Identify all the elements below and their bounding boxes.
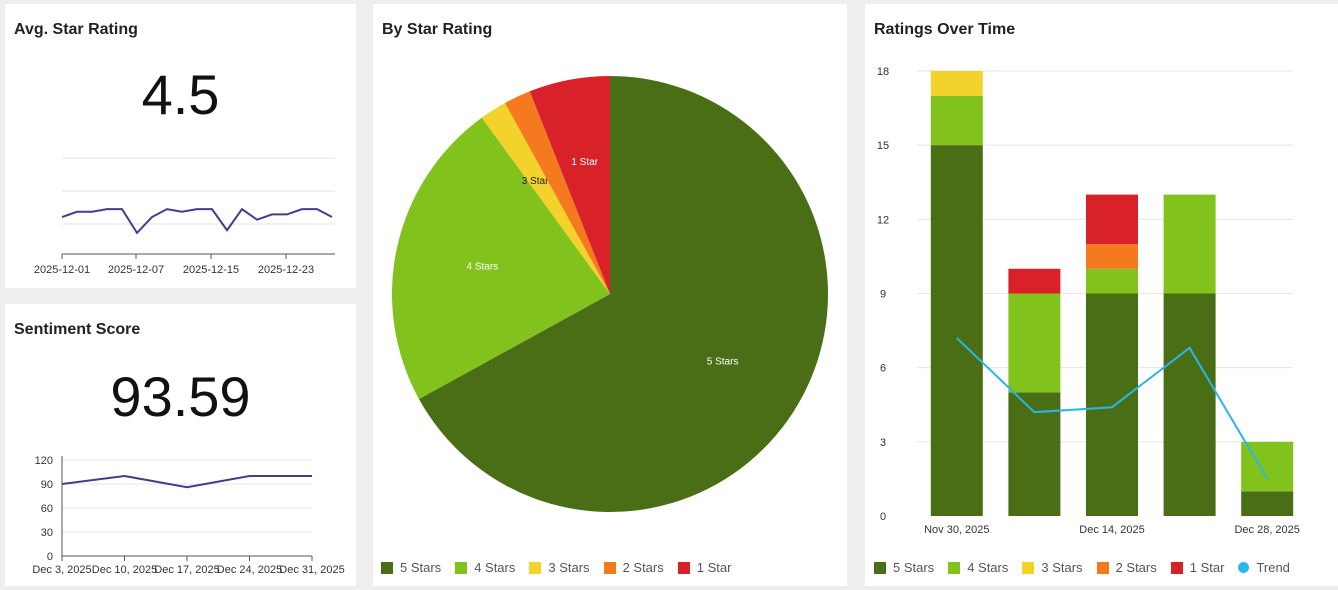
bar-segment-3-stars [930, 71, 983, 96]
legend-label: Trend [1256, 560, 1290, 575]
bar-legend-item[interactable]: 2 Stars [1096, 560, 1157, 575]
bar-segment-2-stars [1086, 244, 1138, 269]
legend-label: 1 Star [696, 560, 732, 575]
legend-swatch [1170, 561, 1183, 574]
sent-spark-y-label: 0 [47, 551, 53, 563]
bar-segment-1-star [1008, 268, 1061, 294]
bar-legend-item[interactable]: 3 Stars [1022, 560, 1083, 575]
legend-swatch [874, 561, 886, 574]
legend-swatch [1022, 561, 1035, 574]
sent-spark-tick-label: Dec 10, 2025 [92, 564, 157, 576]
legend-label: 4 Stars [474, 560, 516, 575]
legend-label: 2 Stars [622, 560, 664, 575]
legend-swatch [1238, 562, 1250, 573]
sent-spark-tick-label: Dec 24, 2025 [217, 564, 282, 576]
pie-legend-item[interactable]: 4 Stars [455, 560, 515, 575]
bar-legend-item[interactable]: 5 Stars [874, 560, 934, 575]
avg-star-rating-value: 4.5 [141, 63, 220, 126]
sentiment-score-value: 93.59 [110, 365, 251, 428]
legend-label: 5 Stars [400, 560, 442, 575]
legend-label: 5 Stars [893, 560, 935, 575]
pie-slice-3-stars [481, 102, 610, 294]
legend-swatch [455, 561, 468, 574]
pie-legend: 5 Stars 4 Stars 3 Stars 2 Stars 1 Star [381, 560, 745, 575]
avg-star-rating-card: Avg. Star Rating 4.5 2025-12-01 2025-12-0… [5, 4, 356, 288]
bar-segment-5-stars [1241, 491, 1294, 516]
bar-legend-item[interactable]: 1 Star [1170, 560, 1225, 575]
bar-y-label: 0 [880, 511, 886, 523]
bar-segment-1-star [1086, 194, 1138, 245]
bar-x-label: Dec 14, 2025 [1079, 524, 1144, 536]
ratings-over-time-chart: 0 3 6 9 12 15 18 Nov 30, 2025 Dec 14, 2025 Dec 28… [877, 66, 1300, 536]
legend-label: 3 Stars [1041, 560, 1083, 575]
bar-segment-4-stars [930, 95, 983, 146]
pie-slice-label: 4 Stars [467, 261, 499, 272]
bar-legend: 5 Stars 4 Stars 3 Stars 2 Stars 1 Star Trend [874, 560, 1304, 575]
bar-y-label: 18 [877, 66, 889, 78]
bar-x-label: Dec 28, 2025 [1234, 524, 1299, 536]
legend-label: 1 Star [1189, 560, 1225, 575]
sent-spark-tick-label: Dec 3, 2025 [32, 564, 91, 576]
ratings-over-time-card: Ratings Over Time 0 3 6 9 12 15 18 Nov 30, 2025… [865, 4, 1338, 586]
pie-slice-label: 5 Stars [707, 357, 739, 368]
avg-spark-tick-label: 2025-12-23 [258, 264, 314, 276]
bar-y-label: 15 [877, 140, 889, 152]
ratings-over-time-title: Ratings Over Time [874, 21, 1016, 38]
avg-spark-tick-label: 2025-12-15 [183, 264, 239, 276]
bar-segment-5-stars [1163, 293, 1216, 516]
avg-star-rating-title: Avg. Star Rating [14, 21, 138, 38]
pie-slice-label: 3 Stars [522, 176, 554, 187]
legend-label: 3 Stars [548, 560, 590, 575]
bar-segment-4-stars [1008, 293, 1061, 393]
legend-swatch [603, 561, 616, 574]
legend-swatch [381, 561, 393, 574]
pie-slice-4-stars [392, 117, 610, 400]
by-star-rating-card: By Star Rating 5 Stars 4 Stars 3 Stars 1 St… [373, 4, 847, 586]
bar-y-label: 9 [880, 289, 886, 301]
legend-swatch [948, 561, 961, 574]
pie-slice-1-stars [529, 76, 610, 294]
avg-spark-line [61, 207, 333, 235]
pie-legend-item[interactable]: 3 Stars [529, 560, 590, 575]
bar-x-label: Nov 30, 2025 [924, 524, 989, 536]
pie-legend-item[interactable]: 1 Star [677, 560, 732, 575]
pie-slice-label: 1 Star [571, 157, 598, 168]
legend-swatch [677, 561, 690, 574]
bar-legend-item[interactable]: Trend [1238, 560, 1290, 575]
avg-rating-sparkline: 2025-12-01 2025-12-07 2025-12-15 2025-12-23 [34, 157, 335, 276]
avg-spark-tick-label: 2025-12-01 [34, 264, 90, 276]
legend-label: 2 Stars [1115, 560, 1157, 575]
sent-spark-y-label: 90 [41, 479, 53, 491]
pie-slice-5-stars [418, 76, 828, 512]
bar-y-label: 6 [880, 363, 886, 375]
by-star-rating-title: By Star Rating [382, 21, 493, 38]
trend-line [956, 337, 1269, 480]
legend-swatch [529, 561, 542, 574]
sent-spark-line [61, 474, 312, 489]
sent-spark-y-label: 60 [41, 503, 53, 515]
sent-spark-tick-label: Dec 17, 2025 [154, 564, 219, 576]
star-rating-pie-chart: 5 Stars 4 Stars 3 Stars 1 Star [392, 76, 828, 512]
bar-y-label: 3 [880, 437, 886, 449]
sent-spark-y-label: 120 [35, 455, 53, 467]
pie-slice-2-stars [504, 91, 610, 295]
bar-segment-5-stars [1086, 293, 1138, 516]
sent-spark-tick-label: Dec 31, 2025 [279, 564, 344, 576]
avg-spark-tick-label: 2025-12-07 [108, 264, 164, 276]
pie-legend-item[interactable]: 2 Stars [603, 560, 664, 575]
sentiment-score-title: Sentiment Score [14, 321, 141, 338]
pie-legend-item[interactable]: 5 Stars [381, 560, 441, 575]
sent-spark-y-label: 30 [41, 527, 53, 539]
bar-segment-4-stars [1086, 268, 1138, 294]
bar-segment-5-stars [930, 145, 983, 516]
legend-swatch [1096, 561, 1109, 574]
bar-segment-4-stars [1163, 194, 1216, 294]
bar-y-label: 12 [877, 214, 889, 226]
sentiment-score-card: Sentiment Score 93.59 0 30 60 90 120 Dec 3, 2… [5, 304, 356, 586]
bar-legend-item[interactable]: 4 Stars [948, 560, 1008, 575]
legend-label: 4 Stars [967, 560, 1009, 575]
